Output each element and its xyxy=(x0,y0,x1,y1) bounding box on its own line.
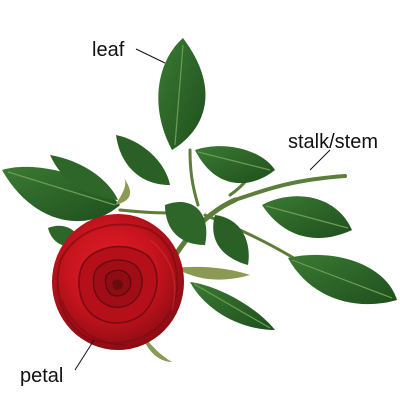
sepal-illustration xyxy=(115,178,250,362)
petal-label: petal xyxy=(20,365,64,387)
leaf-left xyxy=(2,166,120,222)
leaf-top xyxy=(158,38,206,150)
leader-lines xyxy=(74,48,331,371)
leaf-mid-left xyxy=(116,135,170,185)
rose-bloom-illustration xyxy=(52,214,184,350)
leaf-center xyxy=(195,146,275,184)
stem-label: stalk/stem xyxy=(288,131,379,153)
leaf-center-lower xyxy=(165,201,207,245)
leaf-middle-lower xyxy=(213,215,249,265)
leaf-label: leaf xyxy=(92,39,125,61)
stem-leader-line xyxy=(309,149,331,171)
leaf-leader-line xyxy=(135,48,166,64)
leaf-illustration xyxy=(2,38,397,330)
petal-leader-line xyxy=(74,339,95,371)
leaf-left-upper xyxy=(50,155,118,200)
